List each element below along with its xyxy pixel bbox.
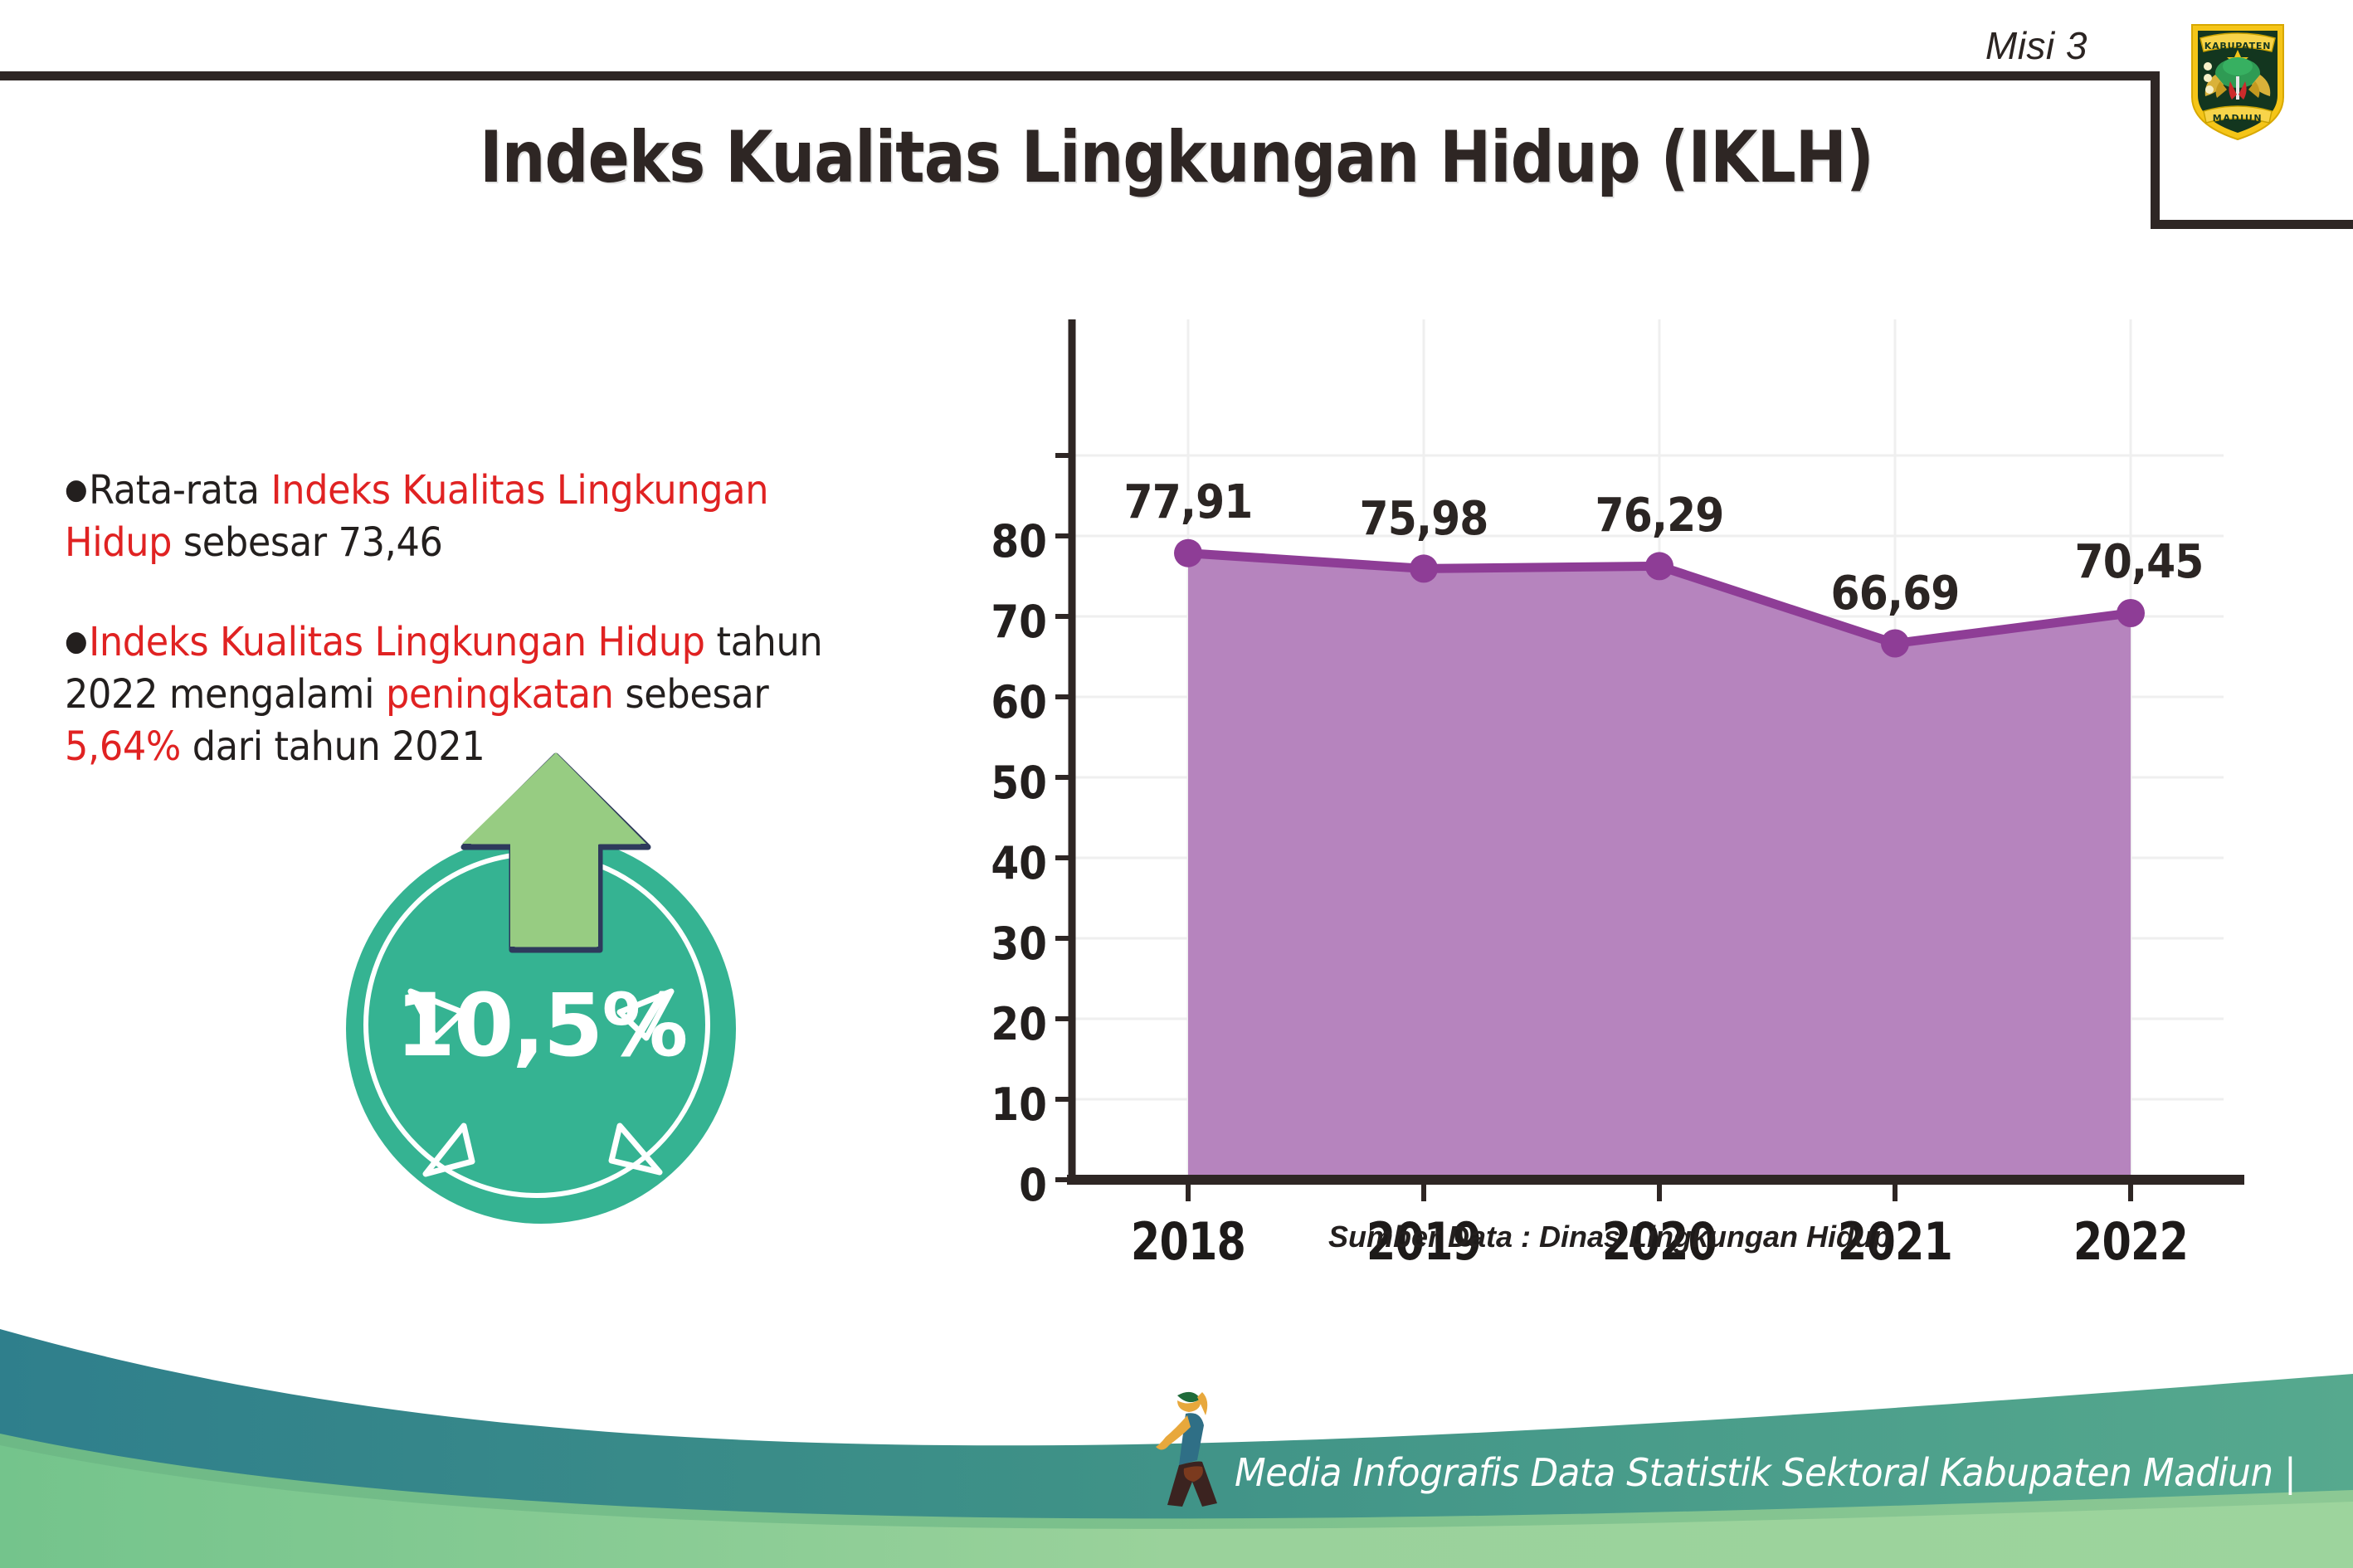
bullet-list: ●Rata-rata Indeks Kualitas Lingkungan Hi… <box>65 465 944 821</box>
bullet-1-part-3: sebesar 73,46 <box>172 519 443 567</box>
arrow-up-icon <box>460 751 651 958</box>
x-tick-label: 2022 <box>2073 1211 2189 1272</box>
svg-text:MADIUN: MADIUN <box>2213 113 2263 124</box>
y-tick-label: 70 <box>991 596 1047 648</box>
misi-label: Misi 3 <box>1985 24 2087 67</box>
bullet-2-part-6: dari tahun 2021 <box>180 723 485 771</box>
y-tick-label: 60 <box>991 676 1047 728</box>
header-rule <box>0 71 2154 80</box>
dancer-figure-logo-icon <box>1149 1385 1240 1518</box>
badge-tick-marks <box>346 834 736 1224</box>
y-tick-label: 20 <box>991 998 1047 1050</box>
iklh-area-chart: 0 10 20 30 40 50 60 70 80 2018 2019 2020… <box>962 295 2257 1272</box>
x-axis-ticks <box>1186 1180 2133 1201</box>
y-tick-label: 40 <box>991 837 1047 889</box>
source-note: Sumber Data : Dinas Lingkungan Hidup <box>1328 1220 1892 1254</box>
y-tick-label: 0 <box>1019 1159 1047 1211</box>
bullet-1-part-2: Indeks Kualitas Lingkungan Hidup <box>65 467 769 567</box>
y-axis-ticks <box>1055 453 1072 1182</box>
data-label: 66,69 <box>1830 567 1961 621</box>
x-tick-label: 2021 <box>1837 1211 1953 1272</box>
data-label: 76,29 <box>1595 489 1725 543</box>
header-corner-horizontal <box>2151 220 2353 229</box>
x-tick-label: 2018 <box>1130 1211 1246 1272</box>
footer-waves <box>0 1329 2353 1568</box>
page-title: Indeks Kualitas Lingkungan Hidup (IKLH) <box>480 116 1874 199</box>
data-label: 70,45 <box>2074 535 2204 589</box>
svg-text:KABUPATEN: KABUPATEN <box>2204 41 2272 51</box>
bullet-2-part-1: Indeks Kualitas Lingkungan Hidup <box>89 618 705 665</box>
bullet-1-part-1: Rata-rata <box>89 467 271 514</box>
y-tick-label: 80 <box>991 515 1047 567</box>
bullet-dot: ● <box>65 624 88 658</box>
kabupaten-madiun-crest-icon: KABUPATEN MADIUN <box>2184 18 2292 143</box>
footer: Media Infografis Data Statistik Sektoral… <box>0 1294 2353 1568</box>
footer-text: Media Infografis Data Statistik Sektoral… <box>1235 1450 2297 1495</box>
header-corner-vertical <box>2151 71 2160 229</box>
data-label: 77,91 <box>1123 475 1254 529</box>
y-tick-label: 30 <box>991 918 1047 970</box>
list-item: ●Rata-rata Indeks Kualitas Lingkungan Hi… <box>65 465 883 570</box>
bullet-2-part-5: 5,64% <box>65 723 181 771</box>
chart-area-fill <box>1188 553 2131 1180</box>
list-item: ●Indeks Kualitas Lingkungan Hidup tahun … <box>65 616 883 774</box>
data-label: 75,98 <box>1359 492 1489 546</box>
chart-canvas <box>1055 319 2244 1201</box>
bullet-2-part-2: tahun 2022 mengalami <box>65 618 823 718</box>
bullet-2-part-4: sebesar <box>613 671 769 718</box>
x-tick-label: 2020 <box>1601 1211 1717 1272</box>
bullet-dot: ● <box>65 472 88 506</box>
chart-markers <box>1174 538 2145 658</box>
badge-value: 10,5% <box>395 975 689 1076</box>
y-tick-label: 50 <box>991 757 1047 809</box>
wave-green <box>0 1445 2353 1568</box>
increase-badge: 10,5% <box>324 751 755 1224</box>
x-tick-label: 2019 <box>1366 1211 1482 1272</box>
y-tick-label: 10 <box>991 1079 1047 1131</box>
bullet-2-part-3: peningkatan <box>385 671 614 718</box>
